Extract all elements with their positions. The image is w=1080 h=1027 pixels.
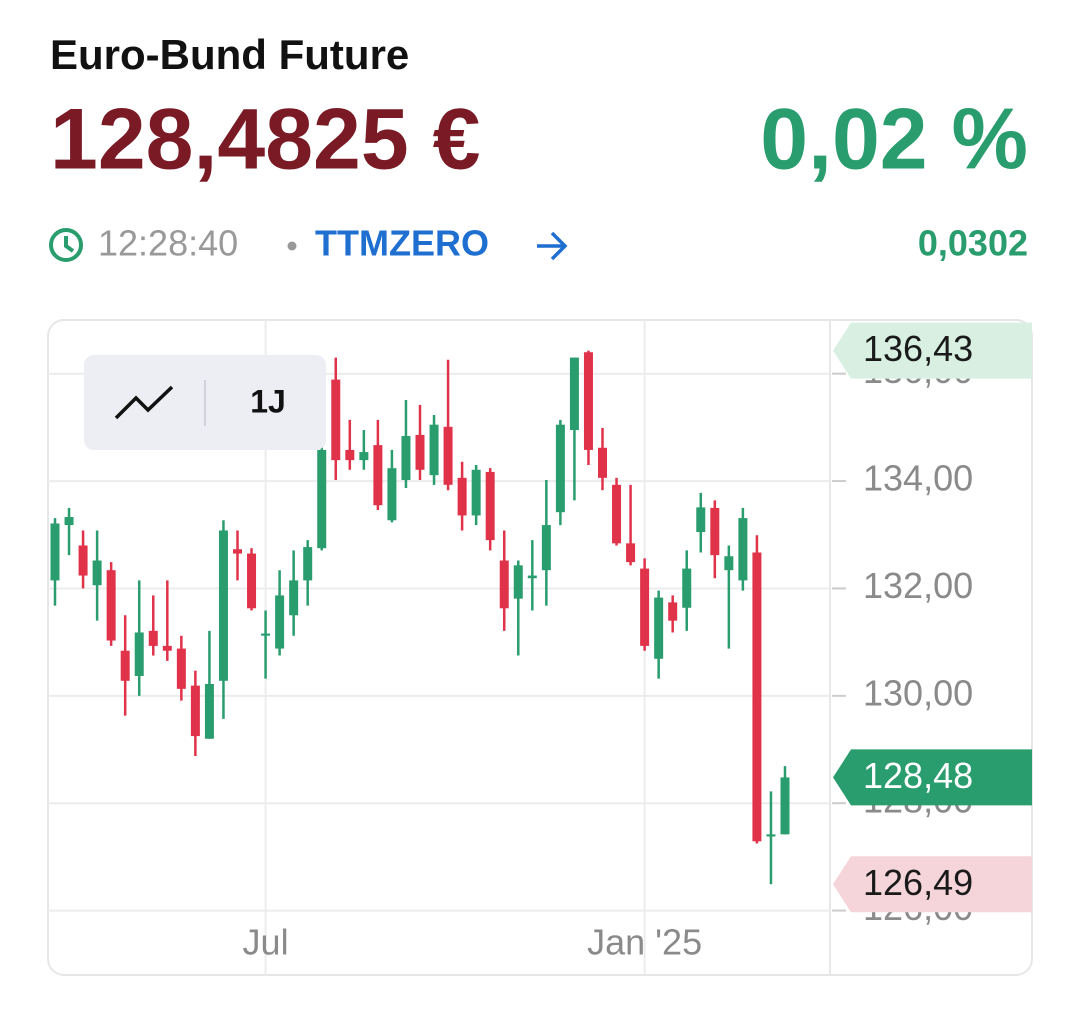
candle-body xyxy=(682,568,692,608)
candle-body xyxy=(233,549,242,554)
candle-body xyxy=(303,547,313,581)
candle-body xyxy=(583,352,593,450)
candle-body xyxy=(415,434,425,470)
candle-body xyxy=(190,685,200,737)
change-absolute: 0,0302 xyxy=(918,223,1028,264)
price-badge xyxy=(833,749,1032,806)
candle-body xyxy=(247,553,257,609)
candle-body xyxy=(555,424,565,513)
candle-body xyxy=(148,630,158,646)
source-link[interactable]: TTMZERO xyxy=(315,223,489,264)
candle-body xyxy=(527,575,537,579)
candle-body xyxy=(261,633,271,636)
clock-icon xyxy=(49,228,83,262)
y-tick-label: 130,00 xyxy=(863,672,973,713)
arrow-icon[interactable] xyxy=(537,231,568,261)
price-badge-label: 128,48 xyxy=(863,755,973,796)
candle-body xyxy=(50,523,60,581)
price-badge xyxy=(833,322,1032,379)
candle-body xyxy=(443,426,453,485)
candle-body xyxy=(92,560,102,586)
y-tick-label: 134,00 xyxy=(863,458,973,499)
candle-body xyxy=(626,543,636,563)
price-badge-label: 136,43 xyxy=(863,328,973,369)
candle-body xyxy=(331,379,341,461)
candle-body xyxy=(696,507,706,533)
candle-body xyxy=(569,357,579,431)
candle-body xyxy=(471,469,481,516)
candle-body xyxy=(541,525,551,571)
candle-body xyxy=(780,777,790,835)
candle-body xyxy=(317,449,327,549)
candle-body xyxy=(78,545,88,576)
candle-body xyxy=(204,684,214,739)
instrument-title: Euro-Bund Future xyxy=(50,31,409,78)
separator-dot xyxy=(287,241,297,251)
x-tick-label: Jan '25 xyxy=(587,922,702,963)
candle-body xyxy=(289,580,299,616)
candle-body xyxy=(668,602,678,621)
candle-body xyxy=(752,552,762,842)
change-percent: 0,02 % xyxy=(760,92,1028,188)
candle-body xyxy=(176,648,186,689)
chart-type-button[interactable] xyxy=(114,385,174,420)
candle-body xyxy=(654,597,664,659)
candle-body xyxy=(429,424,439,476)
candle-body xyxy=(162,645,172,651)
candle-body xyxy=(640,568,650,646)
price: 128,4825 € xyxy=(50,92,480,188)
candle-body xyxy=(275,595,285,649)
price-badge-label: 126,49 xyxy=(863,862,973,903)
candle-body xyxy=(710,507,720,556)
y-tick-label: 132,00 xyxy=(863,565,973,606)
time: 12:28:40 xyxy=(98,223,238,264)
range-button[interactable]: 1J xyxy=(250,383,286,419)
candle-body xyxy=(345,449,355,461)
candle-body xyxy=(401,435,411,480)
toolbar: 1J xyxy=(84,355,326,450)
candle-body xyxy=(766,834,776,837)
candle-body xyxy=(359,452,369,461)
candle-body xyxy=(64,517,74,526)
candle-body xyxy=(218,530,228,681)
candle-body xyxy=(724,556,734,571)
plot: 126,00128,00130,00132,00134,00136,00JulJ… xyxy=(48,320,1032,975)
candle-body xyxy=(106,570,116,641)
candle-body xyxy=(499,560,509,609)
candle-body xyxy=(134,632,144,676)
candle-body xyxy=(373,445,383,506)
candle-body xyxy=(457,477,467,516)
candle-body xyxy=(120,650,130,681)
candle-body xyxy=(387,468,397,521)
price-badge xyxy=(833,856,1032,913)
candle-body xyxy=(738,518,748,581)
candle-body xyxy=(598,447,607,478)
candle-body xyxy=(612,484,622,544)
candle-body xyxy=(485,471,495,541)
x-tick-label: Jul xyxy=(243,922,289,963)
candle-body xyxy=(513,565,523,599)
